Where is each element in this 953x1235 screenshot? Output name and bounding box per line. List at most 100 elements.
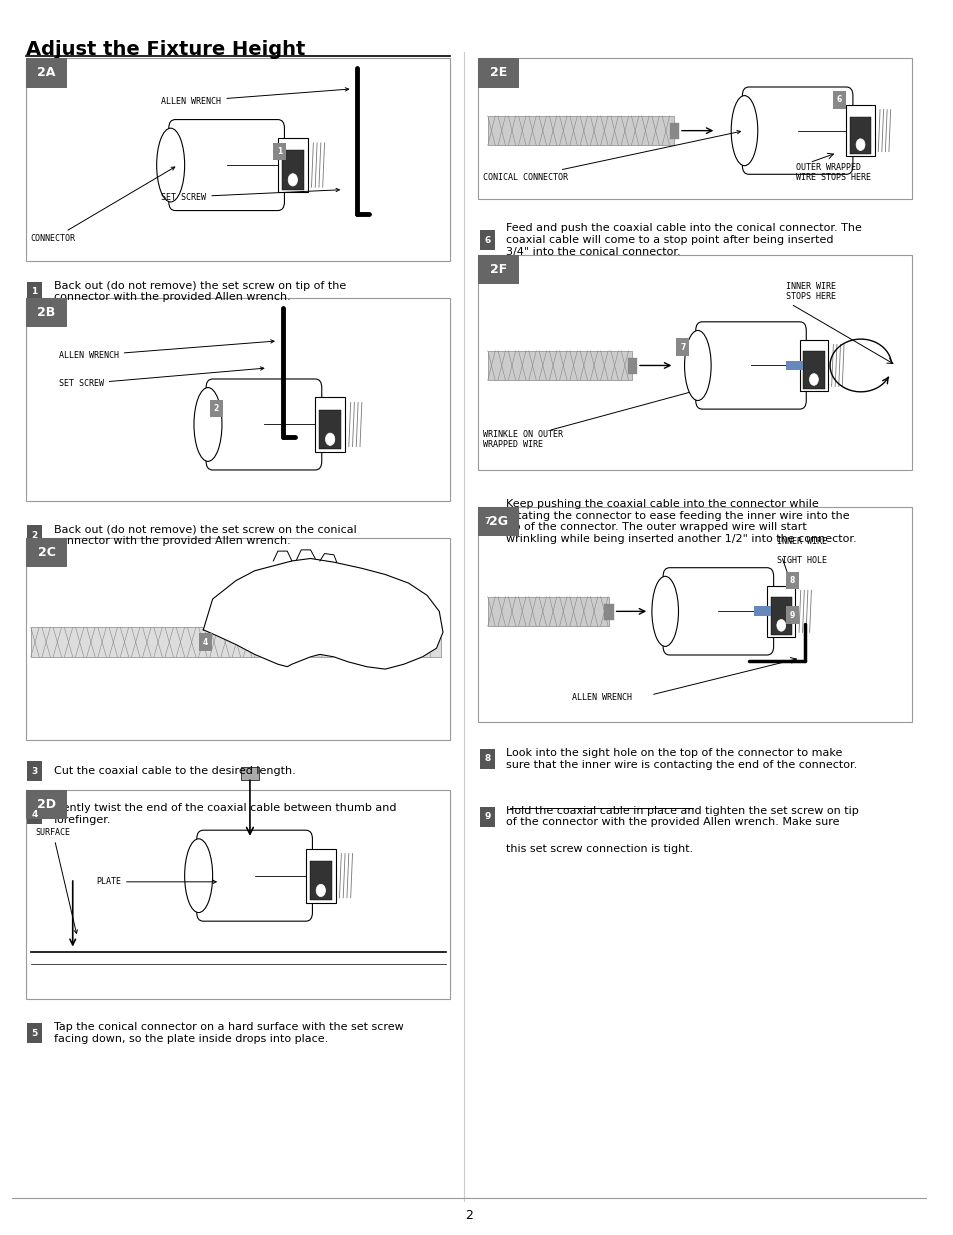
Bar — [314, 398, 345, 452]
Bar — [785, 361, 802, 370]
Text: INNER WIRE
STOPS HERE: INNER WIRE STOPS HERE — [785, 282, 836, 301]
Bar — [27, 525, 42, 545]
Text: Hold the coaxial cable in place and tighten the set screw on tip
of the connecto: Hold the coaxial cable in place and tigh… — [506, 806, 859, 827]
Bar — [273, 143, 286, 161]
Text: 3: 3 — [31, 767, 37, 776]
Bar — [318, 410, 341, 450]
Bar — [849, 116, 870, 154]
Text: 1: 1 — [31, 288, 37, 296]
Text: 6: 6 — [484, 236, 491, 245]
Text: INNER WIRE: INNER WIRE — [776, 537, 826, 546]
FancyBboxPatch shape — [169, 120, 284, 210]
Text: 2C: 2C — [37, 546, 55, 559]
Bar — [26, 298, 67, 327]
Bar — [26, 789, 67, 819]
Text: 2: 2 — [465, 1209, 473, 1221]
Bar — [627, 358, 637, 374]
Text: SIGHT HOLE: SIGHT HOLE — [776, 557, 826, 566]
Bar — [479, 511, 495, 531]
Bar — [478, 58, 519, 88]
Bar — [478, 506, 911, 722]
Bar — [310, 861, 332, 900]
Bar — [26, 58, 67, 88]
Text: Feed and push the coaxial cable into the conical connector. The
coaxial cable wi: Feed and push the coaxial cable into the… — [506, 224, 862, 257]
Text: 2A: 2A — [37, 67, 55, 79]
Text: Keep pushing the coaxial cable into the connector while
rotating the connector t: Keep pushing the coaxial cable into the … — [506, 499, 856, 543]
Bar — [785, 572, 798, 589]
Bar — [26, 58, 450, 261]
Bar — [26, 537, 450, 741]
FancyBboxPatch shape — [196, 830, 312, 921]
Text: ALLEN WRENCH: ALLEN WRENCH — [161, 88, 348, 106]
Text: OUTER WRAPPED
WIRE STOPS HERE: OUTER WRAPPED WIRE STOPS HERE — [795, 163, 870, 182]
Bar — [487, 597, 608, 626]
Bar — [479, 230, 495, 249]
Text: Cut the coaxial cable to the desired length.: Cut the coaxial cable to the desired len… — [54, 766, 295, 776]
Text: 2B: 2B — [37, 306, 55, 319]
Text: SURFACE: SURFACE — [35, 829, 77, 934]
Text: Back out (do not remove) the set screw on tip of the
connector with the provided: Back out (do not remove) the set screw o… — [54, 280, 346, 303]
Text: Adjust the Fixture Height: Adjust the Fixture Height — [26, 40, 305, 58]
Bar — [799, 340, 827, 391]
Ellipse shape — [651, 577, 678, 646]
Bar — [281, 151, 304, 190]
Bar — [785, 606, 798, 624]
Bar — [240, 767, 259, 779]
Circle shape — [855, 138, 864, 151]
Bar — [27, 1024, 42, 1042]
Ellipse shape — [730, 95, 757, 165]
Bar — [26, 537, 67, 567]
Text: WRINKLE ON OUTER
WRAPPED WIRE: WRINKLE ON OUTER WRAPPED WIRE — [482, 430, 562, 450]
Text: PLATE: PLATE — [96, 877, 216, 887]
Bar — [277, 138, 308, 193]
Text: Look into the sight hole on the top of the connector to make
sure that the inner: Look into the sight hole on the top of t… — [506, 748, 857, 769]
Text: 2F: 2F — [490, 263, 507, 277]
Circle shape — [809, 374, 818, 385]
Bar — [27, 282, 42, 301]
Bar — [27, 761, 42, 781]
Circle shape — [325, 433, 335, 446]
Bar — [832, 91, 845, 109]
Bar — [198, 634, 212, 651]
Bar — [479, 806, 495, 826]
Bar — [669, 124, 679, 140]
Bar — [210, 400, 223, 417]
FancyBboxPatch shape — [741, 86, 852, 174]
Bar — [845, 105, 874, 157]
Text: CONNECTOR: CONNECTOR — [30, 167, 174, 243]
Bar — [478, 58, 911, 200]
Text: 5: 5 — [31, 1029, 37, 1037]
Text: 2: 2 — [31, 531, 37, 540]
Text: 6: 6 — [836, 95, 841, 105]
Bar — [26, 298, 450, 500]
Ellipse shape — [193, 388, 222, 462]
FancyBboxPatch shape — [695, 322, 805, 409]
Text: CONICAL CONNECTOR: CONICAL CONNECTOR — [482, 131, 740, 182]
FancyBboxPatch shape — [206, 379, 321, 471]
Text: ALLEN WRENCH: ALLEN WRENCH — [571, 693, 631, 701]
Bar — [766, 585, 795, 637]
Text: Back out (do not remove) the set screw on the conical
connector with the provide: Back out (do not remove) the set screw o… — [54, 525, 356, 546]
Bar — [306, 848, 335, 903]
Bar — [27, 804, 42, 824]
Text: 9: 9 — [789, 610, 794, 620]
Text: 4: 4 — [202, 637, 208, 647]
Text: 7: 7 — [679, 342, 684, 352]
Text: 2G: 2G — [489, 515, 508, 529]
Text: 1: 1 — [277, 147, 282, 156]
Circle shape — [288, 174, 297, 186]
Bar — [753, 606, 770, 616]
Bar — [770, 598, 791, 635]
Bar — [478, 506, 519, 536]
Text: 7: 7 — [484, 517, 491, 526]
Circle shape — [776, 620, 785, 631]
Text: 4: 4 — [31, 810, 37, 819]
FancyBboxPatch shape — [662, 568, 773, 655]
Text: SET SCREW: SET SCREW — [59, 367, 264, 388]
Text: 2: 2 — [213, 404, 219, 412]
Bar — [487, 351, 632, 380]
Bar — [487, 116, 674, 146]
Text: 8: 8 — [789, 576, 794, 585]
Text: Tap the conical connector on a hard surface with the set screw
facing down, so t: Tap the conical connector on a hard surf… — [54, 1023, 403, 1044]
Bar — [30, 627, 440, 657]
